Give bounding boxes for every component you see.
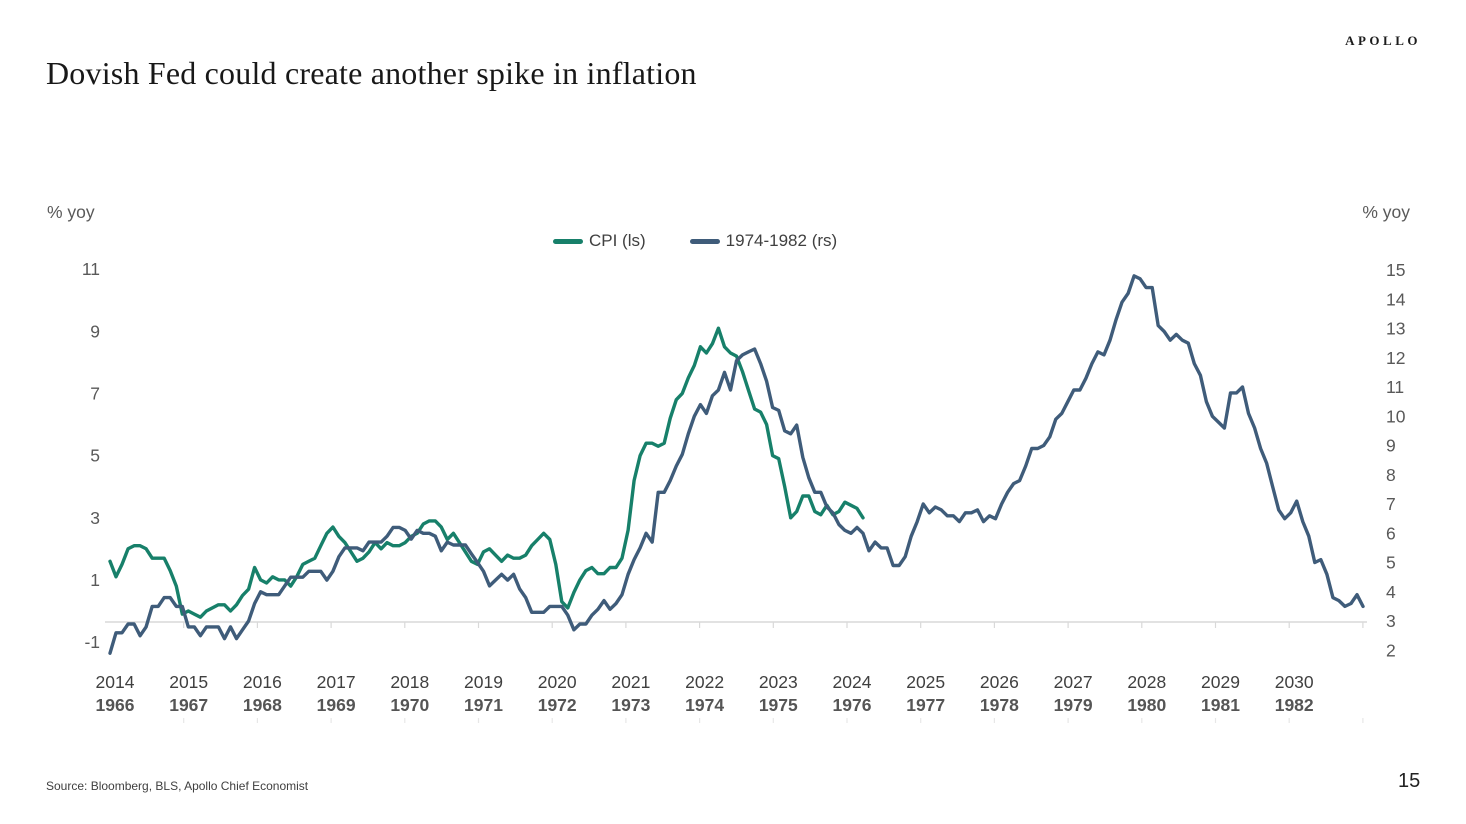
left-axis-tick-label: 5 (90, 446, 100, 466)
right-axis-tick-label: 7 (1386, 494, 1396, 514)
x-axis-year-secondary: 1976 (833, 695, 872, 715)
left-axis-tick-label: -1 (84, 632, 100, 652)
right-axis-tick-label: 2 (1386, 640, 1396, 660)
right-axis-tick-label: 11 (1386, 377, 1404, 397)
right-axis-tick-label: 9 (1386, 436, 1396, 456)
x-axis-year-primary: 2016 (243, 672, 282, 692)
legend-item-overlay: 1974-1982 (rs) (689, 231, 838, 251)
apollo-logo: APOLLO (1345, 33, 1421, 48)
left-axis-tick-label: 11 (82, 259, 100, 279)
x-axis-year-secondary: 1981 (1201, 695, 1240, 715)
x-axis-year-secondary: 1970 (390, 695, 429, 715)
x-axis-year-primary: 2028 (1127, 672, 1166, 692)
x-axis-year-primary: 2024 (833, 672, 872, 692)
x-axis-year-primary: 2029 (1201, 672, 1240, 692)
x-axis-year-primary: 2026 (980, 672, 1019, 692)
x-axis-year-primary: 2019 (464, 672, 503, 692)
right-axis-tick-label: 3 (1386, 611, 1396, 631)
x-axis-year-primary: 2030 (1275, 672, 1314, 692)
left-axis-tick-label: 1 (90, 570, 100, 590)
right-axis-tick-label: 13 (1386, 319, 1405, 339)
x-axis-year-secondary: 1978 (980, 695, 1019, 715)
overlay-line-swatch (689, 238, 720, 244)
x-axis-year-primary: 2015 (169, 672, 208, 692)
left-axis-tick-label: 3 (90, 508, 100, 528)
left-axis-unit-label: % yoy (47, 202, 95, 222)
right-axis-tick-label: 6 (1386, 523, 1396, 543)
right-axis-unit-label: % yoy (1362, 202, 1410, 222)
x-axis-year-secondary: 1980 (1127, 695, 1166, 715)
x-axis-year-primary: 2018 (390, 672, 429, 692)
left-axis-tick-label: 7 (90, 383, 100, 403)
cpi-line-swatch (553, 238, 583, 244)
x-axis-year-secondary: 1982 (1275, 695, 1314, 715)
chart-legend: CPI (ls) 1974-1982 (rs) (553, 231, 837, 251)
x-axis-year-secondary: 1967 (169, 695, 208, 715)
right-axis-tick-label: 10 (1386, 406, 1406, 426)
legend-item-cpi: CPI (ls) (553, 231, 646, 251)
x-axis-year-secondary: 1966 (96, 695, 135, 715)
x-axis-year-secondary: 1977 (906, 695, 945, 715)
cpi-line (108, 326, 865, 619)
page-number: 15 (1398, 770, 1421, 792)
x-axis-year-primary: 2020 (538, 672, 577, 692)
x-axis-year-primary: 2025 (906, 672, 945, 692)
right-axis-tick-label: 15 (1386, 260, 1405, 280)
x-axis-year-secondary: 1972 (538, 695, 577, 715)
right-axis-tick-label: 12 (1386, 348, 1405, 368)
right-axis-tick-label: 8 (1386, 465, 1396, 485)
x-axis-year-secondary: 1979 (1054, 695, 1093, 715)
x-axis-year-secondary: 1969 (317, 695, 356, 715)
x-axis-year-secondary: 1974 (685, 695, 724, 715)
x-axis-year-primary: 2027 (1054, 672, 1093, 692)
x-axis-year-primary: 2017 (317, 672, 356, 692)
right-axis-tick-label: 5 (1386, 553, 1396, 573)
x-axis-year-primary: 2014 (96, 672, 135, 692)
legend-label-cpi: CPI (ls) (589, 231, 646, 250)
legend-label-overlay: 1974-1982 (rs) (725, 231, 838, 250)
x-axis-year-primary: 2022 (685, 672, 724, 692)
x-axis-year-secondary: 1968 (243, 695, 282, 715)
right-axis-tick-label: 14 (1386, 289, 1406, 309)
overlay-1974-1982-line (108, 274, 1365, 655)
x-axis-year-primary: 2023 (759, 672, 798, 692)
x-axis-year-secondary: 1975 (759, 695, 798, 715)
source-note: Source: Bloomberg, BLS, Apollo Chief Eco… (46, 779, 309, 793)
right-axis-tick-label: 4 (1386, 582, 1396, 602)
x-axis-year-primary: 2021 (611, 672, 650, 692)
page-title: Dovish Fed could create another spike in… (46, 55, 697, 91)
left-axis-tick-label: 9 (90, 321, 100, 341)
x-axis-year-secondary: 1973 (611, 695, 650, 715)
x-axis-year-secondary: 1971 (464, 695, 503, 715)
